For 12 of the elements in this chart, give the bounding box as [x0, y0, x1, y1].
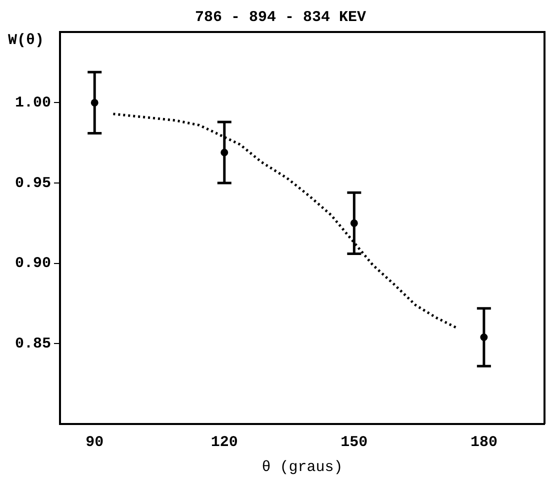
y-tick-label: 0.95: [14, 174, 52, 192]
y-tick-label: 0.85: [14, 335, 52, 352]
x-tick-label: 180: [470, 434, 498, 451]
x-tick-label: 90: [86, 434, 104, 451]
y-tick-label: 0.90: [14, 255, 52, 272]
x-tick-label: 120: [210, 434, 238, 451]
y-axis-title: W(θ): [8, 32, 44, 49]
y-tick-label: 1.00: [14, 94, 52, 112]
x-tick-label: 150: [340, 434, 368, 451]
x-axis-title: θ (graus): [262, 458, 343, 476]
line-series: [112, 112, 458, 329]
chart-title: 786 - 894 - 834 KEV: [194, 8, 366, 26]
